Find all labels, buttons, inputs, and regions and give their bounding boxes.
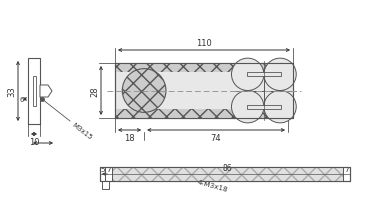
Bar [115, 64, 293, 118]
Text: 7: 7 [106, 167, 111, 173]
Text: 33: 33 [7, 86, 16, 97]
Circle shape [232, 91, 264, 123]
Polygon shape [40, 85, 52, 97]
Circle shape [264, 59, 296, 91]
Circle shape [122, 69, 166, 113]
Text: 10: 10 [29, 137, 39, 146]
Circle shape [232, 59, 264, 91]
Text: 6: 6 [20, 97, 24, 103]
Text: 110: 110 [196, 39, 212, 48]
Bar [102, 181, 109, 189]
Bar [115, 64, 293, 118]
Bar [33, 77, 36, 107]
Bar [247, 105, 281, 109]
Text: M3x15: M3x15 [71, 121, 93, 140]
Text: 86: 86 [223, 164, 232, 173]
Bar [112, 167, 343, 181]
Circle shape [264, 91, 296, 123]
Text: 7: 7 [344, 167, 349, 173]
Bar [247, 73, 281, 77]
Bar [28, 59, 40, 124]
Text: 5: 5 [100, 167, 105, 173]
Bar [115, 109, 293, 118]
Bar [100, 167, 350, 181]
Bar [100, 167, 350, 181]
Bar [115, 64, 293, 73]
Text: 18: 18 [124, 133, 135, 142]
Text: 74: 74 [211, 133, 221, 142]
Text: 28: 28 [90, 86, 99, 96]
Text: 4-M3x18: 4-M3x18 [196, 178, 229, 192]
